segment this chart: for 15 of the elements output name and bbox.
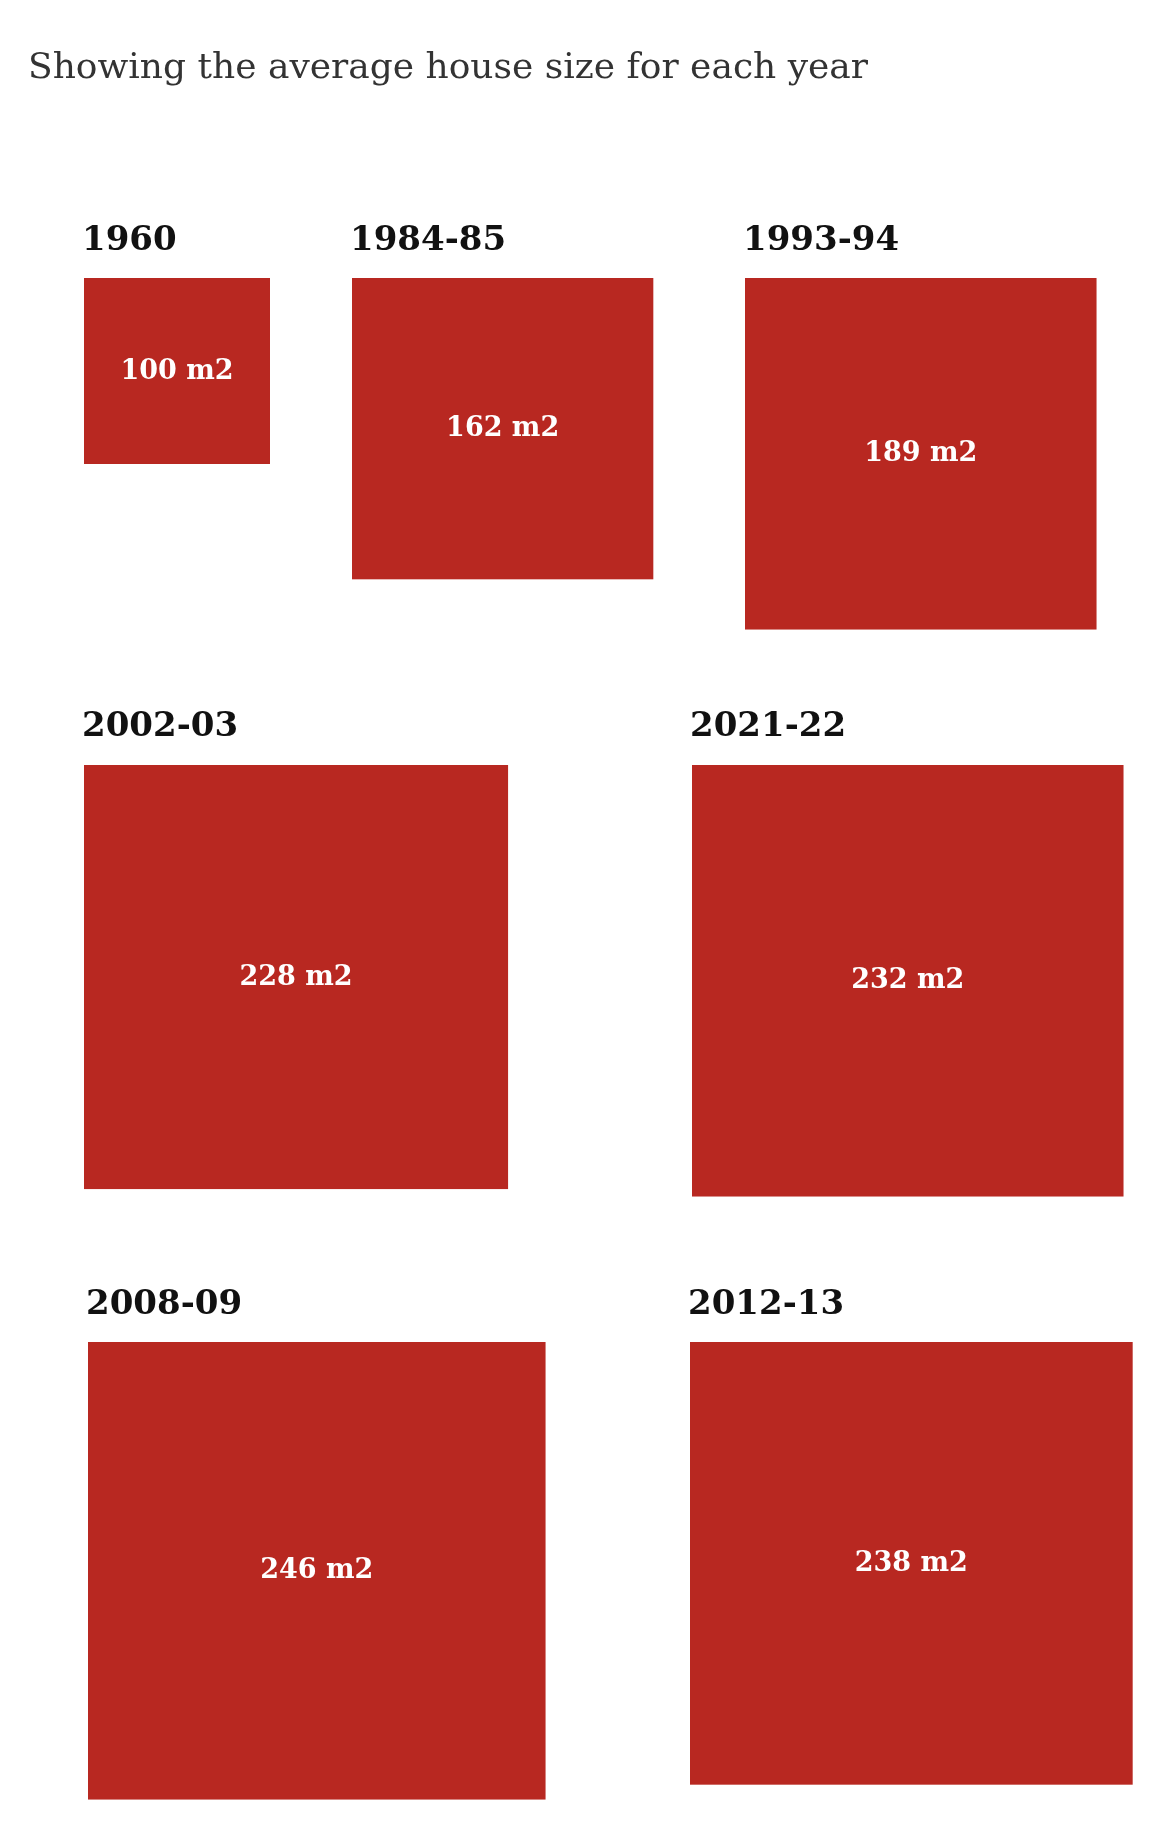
data-label: 246 m2 — [260, 1553, 374, 1585]
data-label: 238 m2 — [854, 1545, 968, 1577]
category-label: 1984-85 — [350, 218, 507, 258]
data-label: 232 m2 — [851, 963, 965, 995]
category-label: 2002-03 — [82, 704, 239, 744]
category-label: 2008-09 — [86, 1282, 243, 1322]
data-label: 228 m2 — [239, 959, 353, 991]
data-label: 162 m2 — [446, 411, 560, 443]
category-label: 1960 — [82, 218, 177, 258]
data-label: 189 m2 — [864, 436, 978, 468]
category-label: 2021-22 — [690, 704, 847, 744]
category-label: 1993-94 — [743, 218, 900, 258]
text: Showing the average house size for each year — [28, 45, 869, 86]
data-label: 100 m2 — [120, 353, 234, 385]
category-label: 2012-13 — [688, 1282, 845, 1322]
